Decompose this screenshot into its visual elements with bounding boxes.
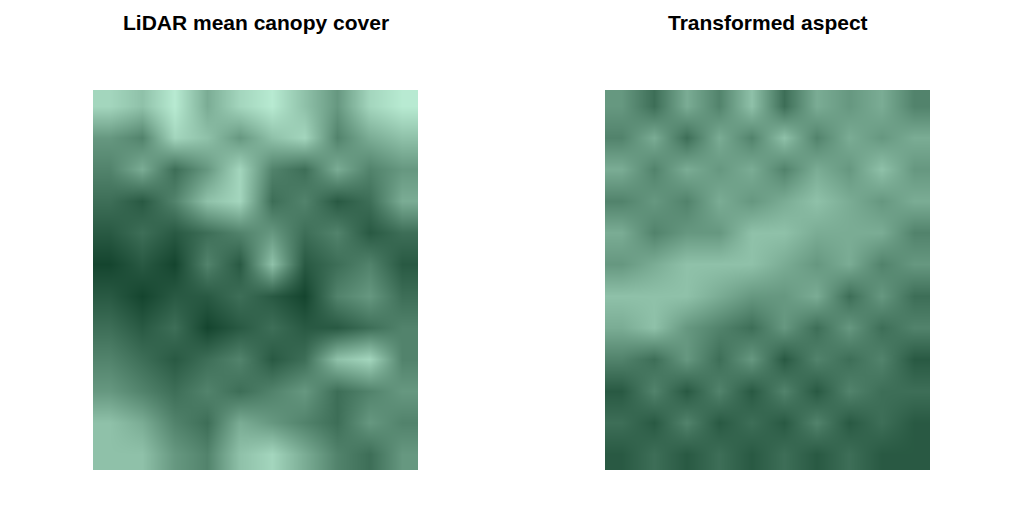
svg-text:LiDAR mean canopy cover: LiDAR mean canopy cover — [123, 11, 389, 34]
svg-text:Transformed aspect: Transformed aspect — [668, 11, 868, 34]
